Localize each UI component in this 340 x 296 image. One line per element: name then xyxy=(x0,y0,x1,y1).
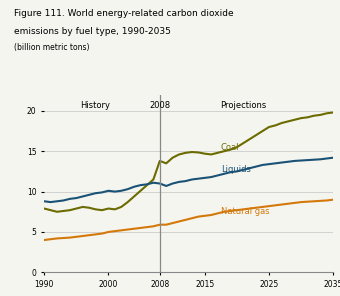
Text: (billion metric tons): (billion metric tons) xyxy=(14,43,89,52)
Text: Coal: Coal xyxy=(221,143,239,152)
Text: History: History xyxy=(81,101,110,110)
Text: Natural gas: Natural gas xyxy=(221,207,269,216)
Text: Figure 111. World energy-related carbon dioxide: Figure 111. World energy-related carbon … xyxy=(14,9,233,18)
Text: emissions by fuel type, 1990-2035: emissions by fuel type, 1990-2035 xyxy=(14,27,170,36)
Text: Liquids: Liquids xyxy=(221,165,251,174)
Text: Projections: Projections xyxy=(220,101,267,110)
Text: 2008: 2008 xyxy=(149,101,170,110)
